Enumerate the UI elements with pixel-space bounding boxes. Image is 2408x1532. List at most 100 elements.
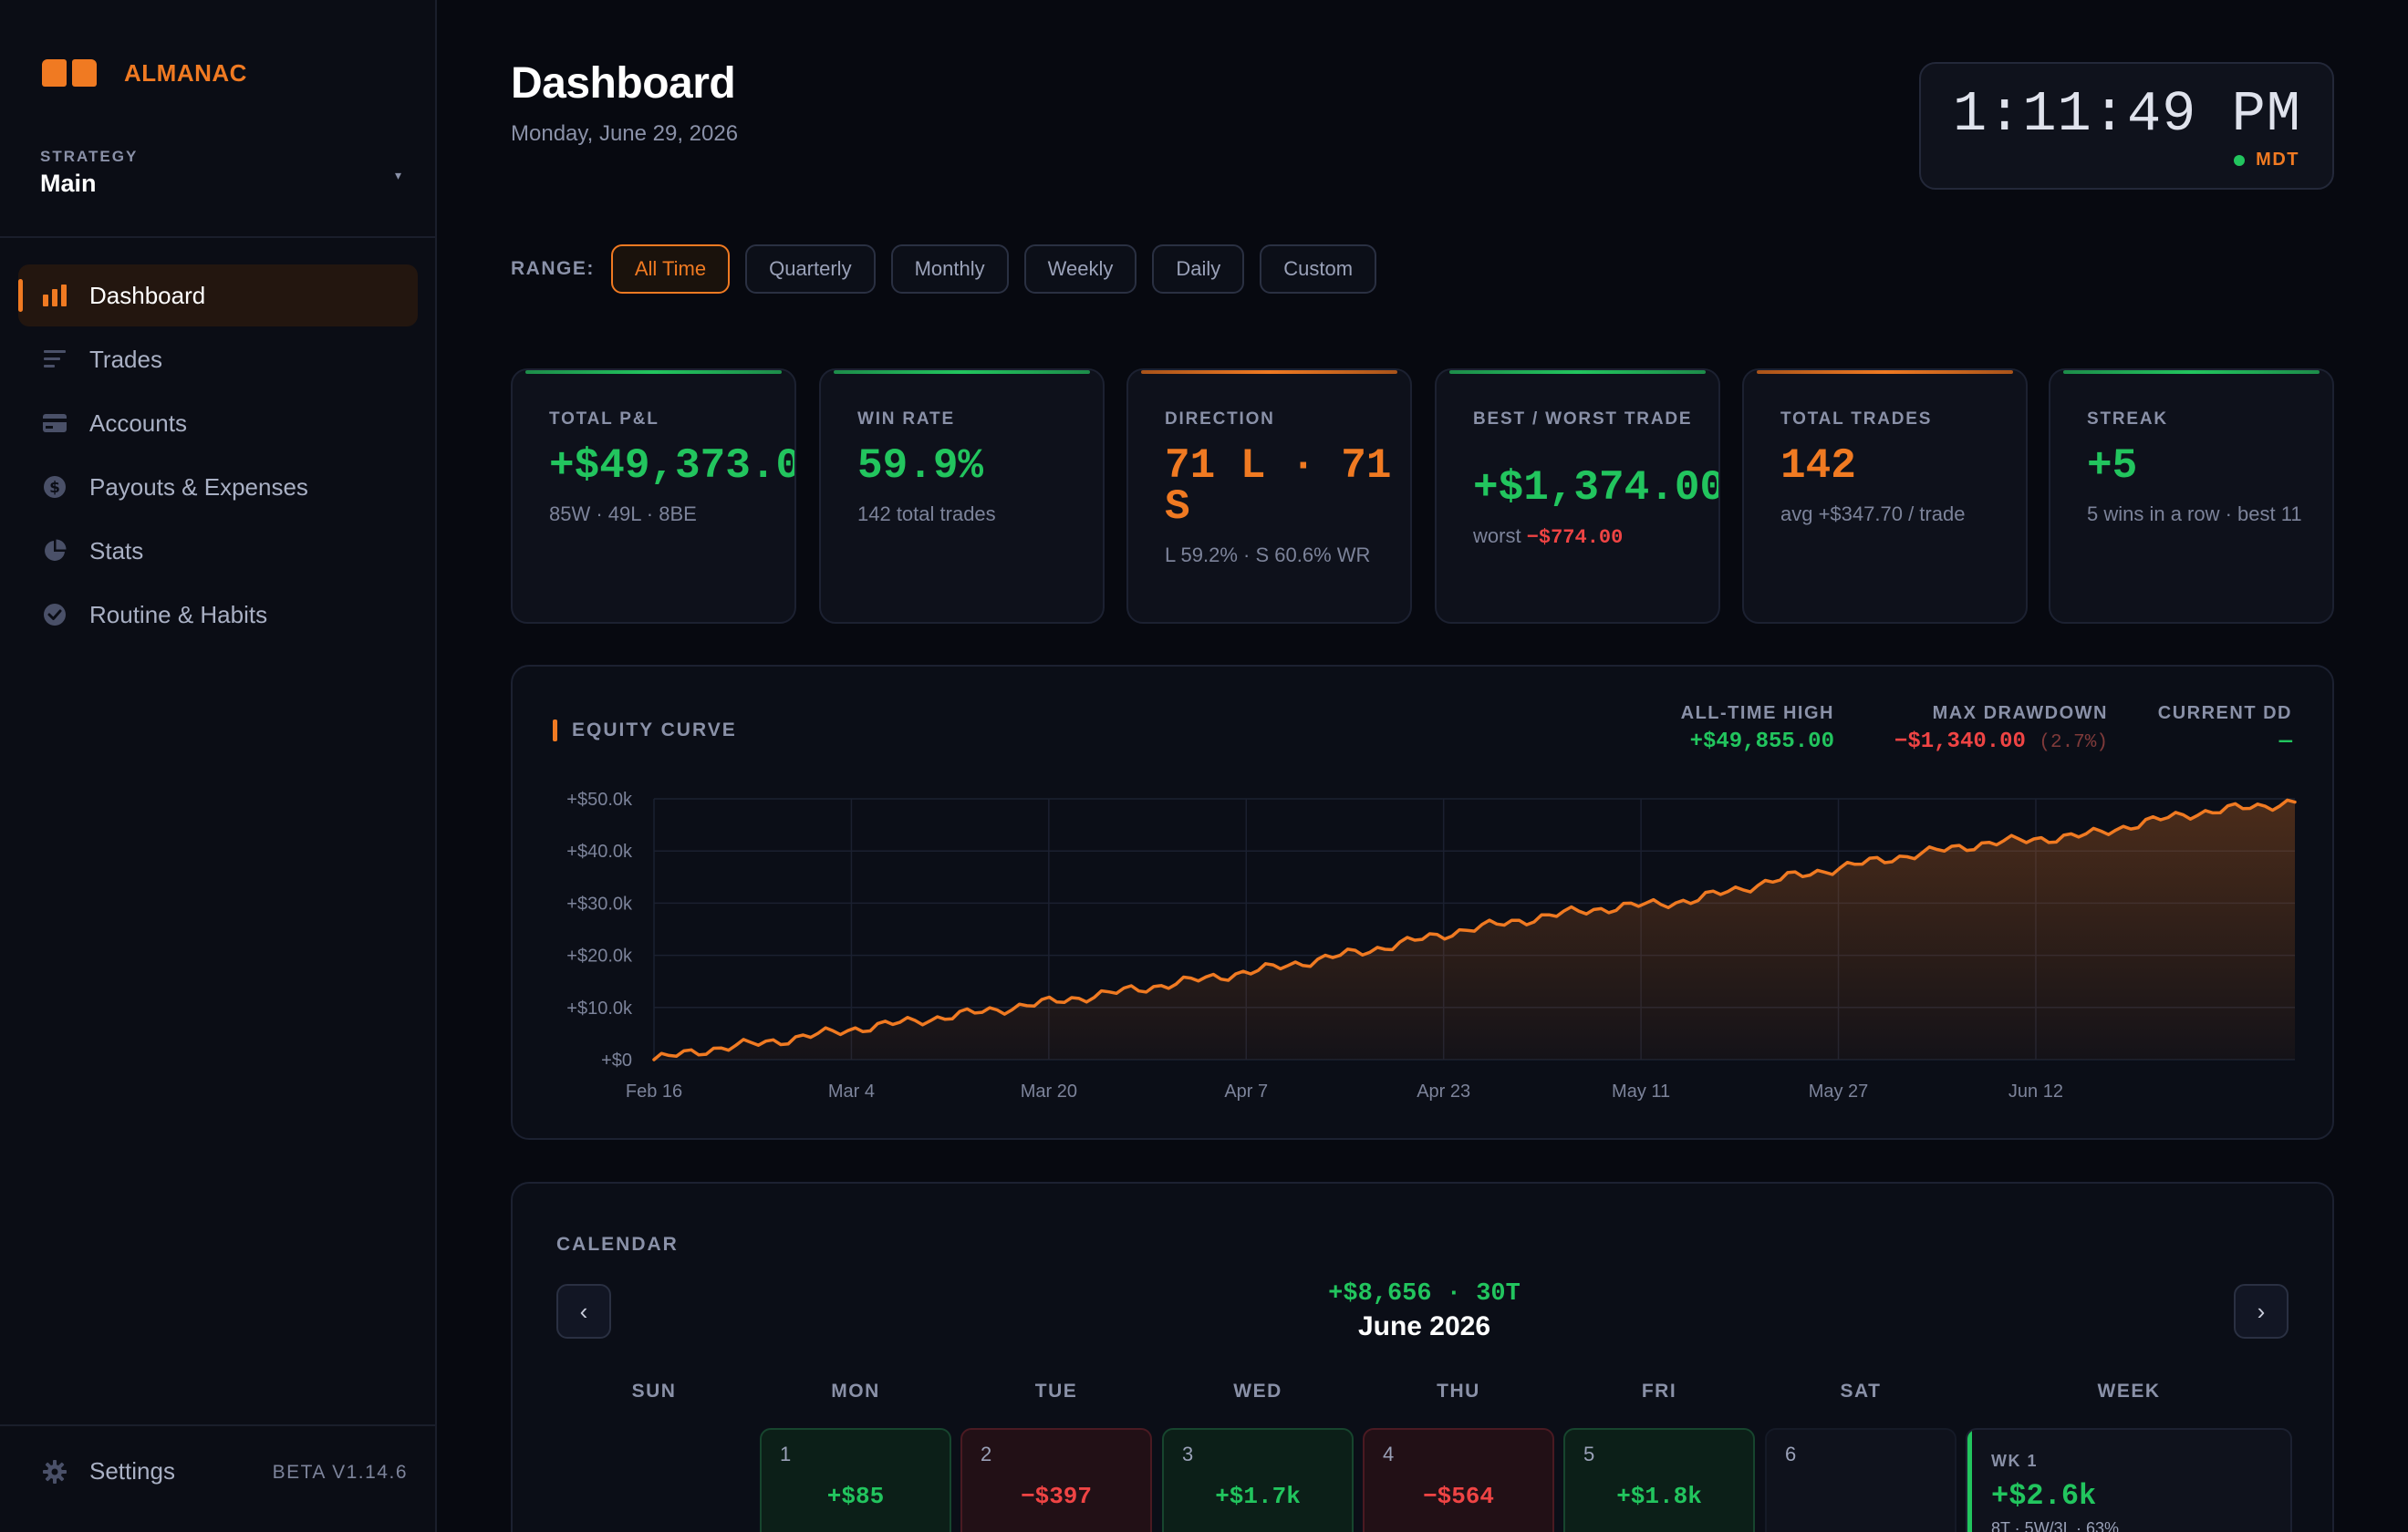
divider [0, 1424, 437, 1426]
check-circle-icon [42, 602, 67, 627]
card-sub-prefix: worst [1473, 524, 1527, 547]
dow-wed: WED [1233, 1381, 1282, 1402]
y-tick-label: +$50.0k [566, 790, 633, 810]
brand-name: ALMANAC [124, 58, 247, 87]
metric-value: −$1,340.00 (2.7%) [1894, 730, 2108, 754]
day-pnl: +$1.7k [1215, 1483, 1301, 1510]
card-best-worst: BEST / WORST TRADE +$1,374.00 worst −$77… [1435, 368, 1720, 624]
x-tick-label: May 11 [1612, 1082, 1670, 1102]
calendar-title: CALENDAR [556, 1234, 679, 1255]
settings-button[interactable]: Settings [42, 1457, 175, 1485]
range-all-time-button[interactable]: All Time [610, 244, 731, 294]
dow-sat: SAT [1840, 1381, 1882, 1402]
card-label: BEST / WORST TRADE [1473, 409, 1693, 429]
card-sub: L 59.2% · S 60.6% WR [1165, 543, 1371, 566]
x-tick-label: Apr 23 [1417, 1082, 1470, 1102]
strategy-value: Main [40, 170, 97, 197]
card-value-line1: 71 L · 71 [1165, 442, 1392, 490]
version-label: BETA V1.14.6 [272, 1462, 408, 1483]
x-tick-label: Mar 4 [828, 1082, 875, 1102]
page-date: Monday, June 29, 2026 [511, 121, 739, 146]
sidebar-item-label: Dashboard [89, 281, 206, 309]
day-pnl: −$564 [1422, 1483, 1494, 1510]
stat-cards: TOTAL P&L +$49,373.00 85W · 49L · 8BE WI… [511, 368, 2334, 624]
strategy-label: STRATEGY [40, 148, 139, 165]
card-label: STREAK [2087, 409, 2168, 429]
card-value: +$1,374.00 [1473, 464, 1720, 512]
svg-text:$: $ [49, 479, 60, 497]
sidebar-item-label: Routine & Habits [89, 600, 268, 628]
equity-area [654, 800, 2295, 1060]
range-monthly-button[interactable]: Monthly [890, 244, 1009, 294]
calendar-day[interactable]: 6 [1765, 1428, 1956, 1532]
metric-value: — [2278, 730, 2292, 754]
prev-month-button[interactable]: ‹ [556, 1284, 611, 1339]
metric-current-dd: CURRENT DD — [2158, 703, 2292, 754]
accent-bar [553, 719, 557, 741]
card-win-rate: WIN RATE 59.9% 142 total trades [819, 368, 1105, 624]
card-sub: 85W · 49L · 8BE [549, 502, 697, 525]
card-value: 59.9% [857, 442, 984, 490]
panel-title: EQUITY CURVE [553, 719, 737, 741]
day-number: 1 [780, 1443, 792, 1465]
sidebar-item-trades[interactable]: Trades [18, 328, 418, 390]
caret-down-icon: ▾ [394, 168, 401, 182]
list-icon [42, 347, 67, 372]
next-month-button[interactable]: › [2234, 1284, 2289, 1339]
card-label: WIN RATE [857, 409, 955, 429]
sidebar-item-routine[interactable]: Routine & Habits [18, 584, 418, 646]
gear-icon [42, 1459, 67, 1485]
sidebar-nav: Dashboard Trades Accounts $ Payouts & Ex… [18, 264, 418, 647]
card-direction: DIRECTION 71 L · 71 S L 59.2% · S 60.6% … [1126, 368, 1412, 624]
card-value: +5 [2087, 442, 2138, 490]
metric-label: CURRENT DD [2157, 703, 2292, 723]
calendar-day[interactable]: 5 +$1.8k [1563, 1428, 1755, 1532]
equity-curve-panel: +$0 +$10.0k +$20.0k +$30.0k +$40.0k +$50.0k Fe… [511, 665, 2334, 1140]
status-dot-icon [2234, 154, 2246, 166]
sidebar-item-label: Stats [89, 536, 144, 564]
metric-label: MAX DRAWDOWN [1932, 703, 2108, 723]
week-value: +$2.6k [1991, 1479, 2097, 1513]
week-summary: WK 1 +$2.6k 8T · 5W/3L · 63% [1966, 1428, 2292, 1532]
y-tick-label: +$30.0k [566, 894, 633, 914]
sidebar-item-dashboard[interactable]: Dashboard [18, 264, 418, 326]
brand[interactable]: ALMANAC [42, 57, 247, 89]
dow-sun: SUN [631, 1381, 677, 1402]
range-label: RANGE: [511, 258, 595, 279]
x-tick-label: Jun 12 [2008, 1082, 2063, 1102]
x-tick-label: Apr 7 [1224, 1082, 1268, 1102]
equity-line [652, 798, 2297, 1061]
y-tick-label: +$20.0k [566, 947, 633, 967]
card-sub: 5 wins in a row · best 11 [2087, 502, 2302, 525]
range-custom-button[interactable]: Custom [1260, 244, 1377, 294]
calendar-panel: CALENDAR ‹ › +$8,656 · 30T June 2026 SUN… [511, 1182, 2334, 1532]
sidebar-item-payouts[interactable]: $ Payouts & Expenses [18, 456, 418, 518]
card-sub: worst −$774.00 [1473, 523, 1697, 551]
calendar-day[interactable]: 3 +$1.7k [1162, 1428, 1354, 1532]
range-weekly-button[interactable]: Weekly [1023, 244, 1137, 294]
sidebar-item-accounts[interactable]: Accounts [18, 392, 418, 454]
dow-week: WEEK [2097, 1381, 2161, 1402]
card-value: 142 [1780, 442, 1856, 490]
clock-widget: 1:11:49 PM MDT [1919, 62, 2334, 190]
dollar-circle-icon: $ [42, 474, 67, 500]
calendar-day[interactable]: 4 −$564 [1363, 1428, 1554, 1532]
range-quarterly-button[interactable]: Quarterly [745, 244, 876, 294]
metric-ath: ALL-TIME HIGH +$49,855.00 [1681, 703, 1834, 754]
week-sub: 8T · 5W/3L · 63% [1991, 1519, 2120, 1532]
calendar-day[interactable]: 1 +$85 [760, 1428, 951, 1532]
sidebar: ALMANAC STRATEGY Main ▾ Dashboard Trades… [0, 0, 437, 1532]
bar-chart-icon [42, 283, 67, 308]
x-tick-label: Feb 16 [626, 1082, 682, 1102]
day-pnl: +$1.8k [1616, 1483, 1702, 1510]
day-pnl: +$85 [826, 1483, 885, 1510]
calendar-day[interactable]: 2 −$397 [960, 1428, 1152, 1532]
timezone-label: MDT [2256, 150, 2299, 170]
card-streak: STREAK +5 5 wins in a row · best 11 [2049, 368, 2334, 624]
card-icon [42, 410, 67, 436]
card-label: TOTAL TRADES [1780, 409, 1933, 429]
strategy-selector[interactable]: STRATEGY Main ▾ [40, 148, 401, 198]
sidebar-item-stats[interactable]: Stats [18, 520, 418, 582]
x-tick-label: Mar 20 [1021, 1082, 1077, 1102]
range-daily-button[interactable]: Daily [1152, 244, 1245, 294]
